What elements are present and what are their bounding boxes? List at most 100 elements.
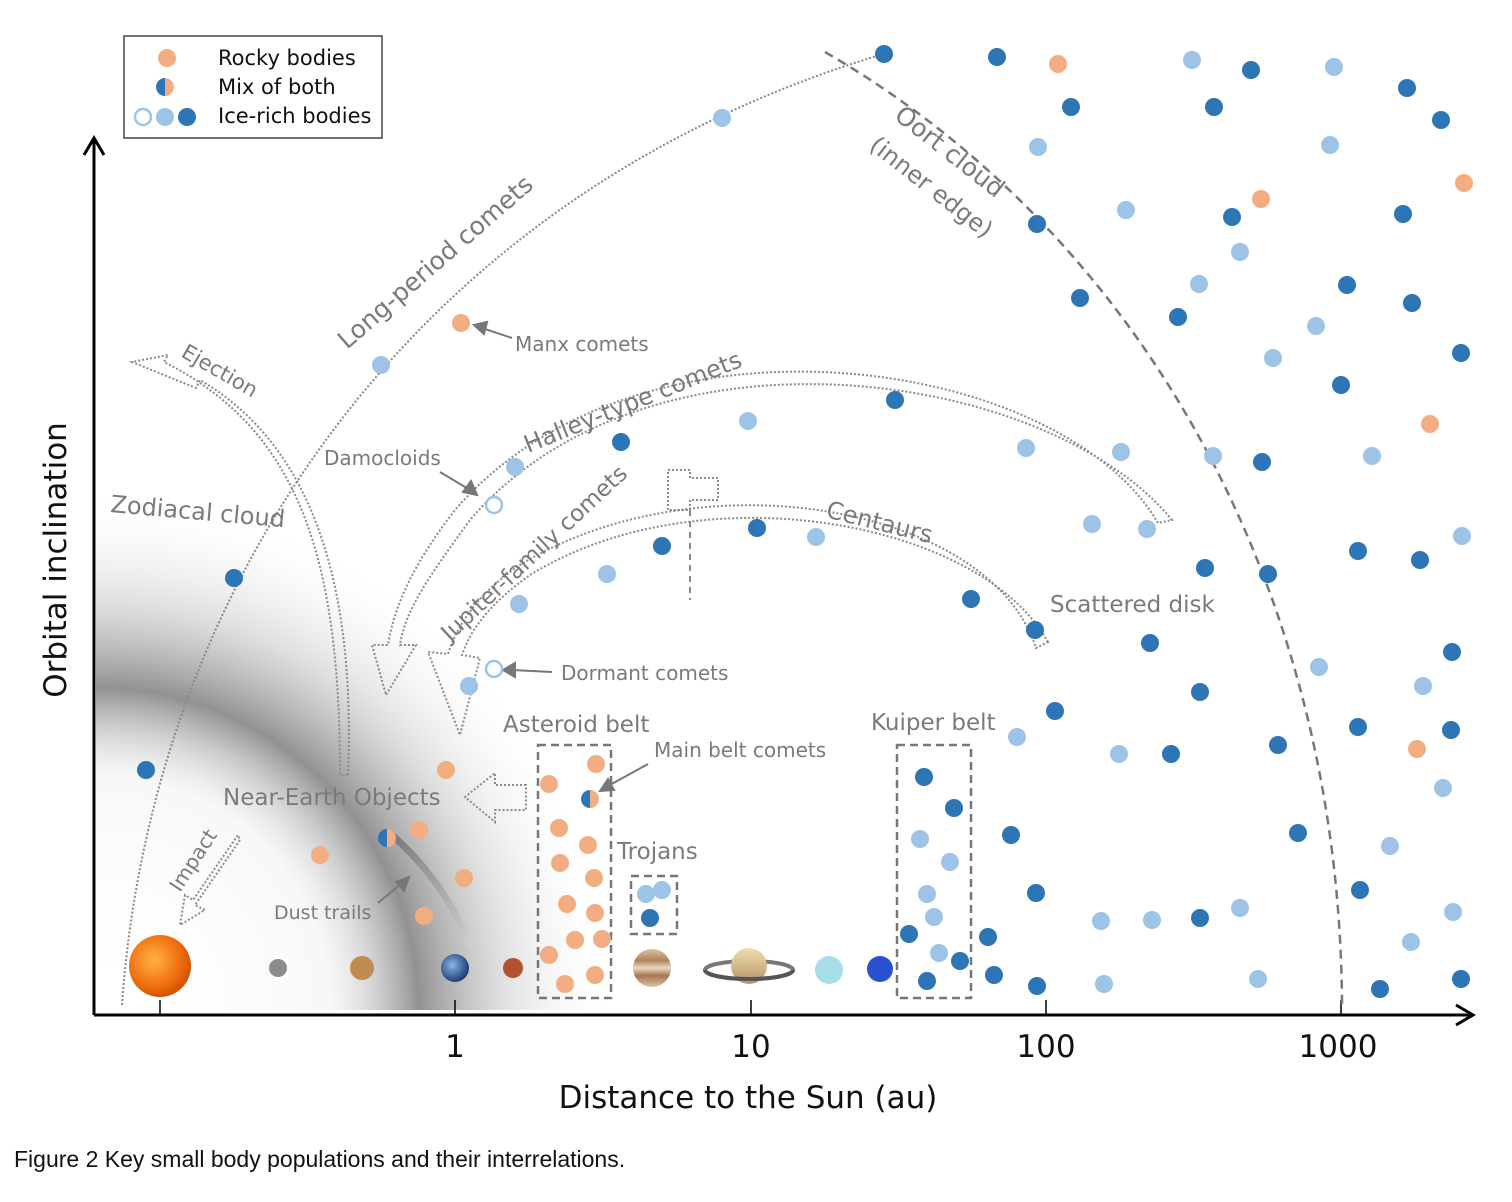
legend: Rocky bodies Mix of both Ice-rich bodies bbox=[123, 35, 383, 139]
rocky-body-dot bbox=[1421, 415, 1439, 433]
ice-body-dot bbox=[460, 677, 478, 695]
ice-body-dot bbox=[1141, 634, 1159, 652]
impact-arrow bbox=[178, 832, 242, 927]
legend-ice-dark-marker bbox=[178, 108, 196, 126]
ice-body-dot bbox=[985, 966, 1003, 984]
rocky-body-dot bbox=[1408, 740, 1426, 758]
ice-body-dot bbox=[1310, 658, 1328, 676]
ice-body-dot bbox=[137, 761, 155, 779]
ice-body-dot bbox=[1453, 527, 1471, 545]
ice-body-dot bbox=[1028, 977, 1046, 995]
ice-body-dot bbox=[1249, 970, 1267, 988]
ice-body-dot bbox=[915, 768, 933, 786]
centaurs-label: Centaurs bbox=[824, 496, 936, 549]
ice-body-dot bbox=[510, 595, 528, 613]
uranus-icon bbox=[815, 956, 843, 984]
small-body-diagram: 1 10 100 1000 Distance to the Sun (au) O… bbox=[38, 35, 1476, 1116]
neptune-icon bbox=[867, 956, 893, 982]
ice-body-dot bbox=[886, 391, 904, 409]
ice-body-dot bbox=[1026, 621, 1044, 639]
rocky-body-dot bbox=[556, 975, 574, 993]
x-tick-100: 100 bbox=[1016, 1029, 1075, 1065]
ice-body-dot bbox=[1071, 289, 1089, 307]
saturn-icon bbox=[703, 948, 795, 984]
ice-body-dot bbox=[1205, 98, 1223, 116]
ice-body-dot bbox=[941, 853, 959, 871]
legend-ice-hollow-marker bbox=[133, 107, 153, 127]
mixed-body-dot bbox=[581, 790, 599, 808]
hollow-ice-body-dot bbox=[484, 495, 504, 515]
rocky-body-dot bbox=[586, 904, 604, 922]
ice-body-dot bbox=[1008, 728, 1026, 746]
rocky-body-dot bbox=[311, 846, 329, 864]
ice-body-dot bbox=[1349, 542, 1367, 560]
ice-body-dot bbox=[1442, 721, 1460, 739]
ice-body-dot bbox=[925, 908, 943, 926]
legend-rocky-label: Rocky bodies bbox=[218, 46, 356, 70]
legend-rocky-marker bbox=[158, 49, 176, 67]
kuiper-belt-box bbox=[895, 743, 973, 1000]
ice-body-dot bbox=[911, 830, 929, 848]
ice-body-dot bbox=[1402, 933, 1420, 951]
ice-body-dot bbox=[1321, 136, 1339, 154]
dust-trail bbox=[388, 831, 474, 949]
ice-body-dot bbox=[1017, 439, 1035, 457]
ice-body-dot bbox=[1414, 677, 1432, 695]
asteroid-belt-box bbox=[536, 743, 613, 1000]
rocky-body-dot bbox=[566, 931, 584, 949]
ice-body-dot bbox=[1269, 736, 1287, 754]
axes bbox=[82, 135, 1476, 1027]
ice-body-dot bbox=[1110, 745, 1128, 763]
ejection-arrow bbox=[128, 353, 350, 776]
ice-body-dot bbox=[1444, 903, 1462, 921]
jupiter-icon bbox=[633, 949, 671, 987]
x-tick-1: 1 bbox=[445, 1029, 465, 1065]
rocky-body-dot bbox=[540, 775, 558, 793]
ice-body-dot bbox=[372, 356, 390, 374]
ice-body-dot bbox=[506, 458, 524, 476]
scattered-disk-label: Scattered disk bbox=[1050, 592, 1216, 618]
ice-body-dot bbox=[748, 519, 766, 537]
centaurs-arrow bbox=[667, 469, 719, 511]
body-dots bbox=[137, 45, 1473, 998]
mixed-body-dot bbox=[378, 829, 396, 847]
ice-body-dot bbox=[988, 48, 1006, 66]
legend-ice-label: Ice-rich bodies bbox=[218, 104, 371, 128]
dormant-label: Dormant comets bbox=[561, 661, 728, 685]
ice-body-dot bbox=[1289, 824, 1307, 842]
ice-body-dot bbox=[1204, 447, 1222, 465]
ice-body-dot bbox=[807, 528, 825, 546]
ice-body-dot bbox=[1117, 201, 1135, 219]
ice-body-dot bbox=[1259, 565, 1277, 583]
rocky-body-dot bbox=[586, 966, 604, 984]
rocky-body-dot bbox=[579, 836, 597, 854]
ice-body-dot bbox=[1223, 208, 1241, 226]
halley-arrow bbox=[370, 370, 1174, 698]
ice-body-dot bbox=[962, 590, 980, 608]
ice-body-dot bbox=[713, 109, 731, 127]
long-period-label: Long-period comets bbox=[332, 169, 539, 354]
jfc-arrow bbox=[426, 504, 1050, 739]
ice-body-dot bbox=[1398, 79, 1416, 97]
rocky-body-dot bbox=[1455, 174, 1473, 192]
rocky-body-dot bbox=[1252, 190, 1270, 208]
dust-trails-label: Dust trails bbox=[274, 902, 371, 924]
neo-label: Near-Earth Objects bbox=[223, 785, 441, 811]
ice-body-dot bbox=[918, 972, 936, 990]
ice-body-dot bbox=[1191, 909, 1209, 927]
region-boxes bbox=[536, 743, 973, 1000]
ice-body-dot bbox=[1143, 911, 1161, 929]
ice-body-dot bbox=[1196, 559, 1214, 577]
pointer-arrows bbox=[377, 320, 649, 904]
rocky-body-dot bbox=[585, 869, 603, 887]
ice-body-dot bbox=[653, 537, 671, 555]
ice-body-dot bbox=[1191, 683, 1209, 701]
ice-body-dot bbox=[1231, 899, 1249, 917]
venus-icon bbox=[350, 956, 374, 980]
ice-body-dot bbox=[1338, 276, 1356, 294]
rocky-body-dot bbox=[455, 869, 473, 887]
ice-body-dot bbox=[225, 569, 243, 587]
ice-body-dot bbox=[637, 885, 655, 903]
rocky-body-dot bbox=[558, 895, 576, 913]
ice-body-dot bbox=[1162, 745, 1180, 763]
